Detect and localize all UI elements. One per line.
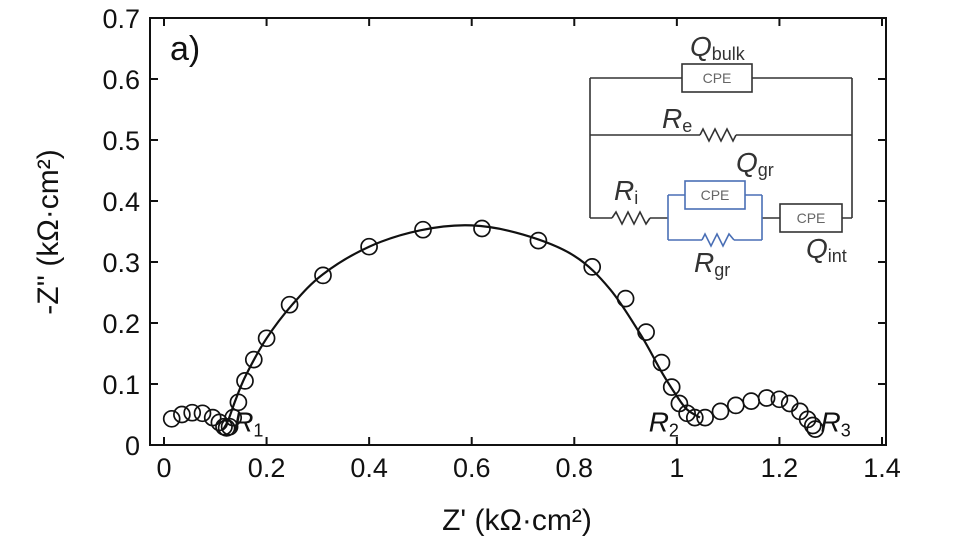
resistance-annotations: R1 R2 R3 <box>233 407 851 441</box>
data-point <box>662 378 681 396</box>
x-tick-label: 0.2 <box>248 453 286 483</box>
resistor-re <box>699 127 737 143</box>
data-point <box>780 394 799 413</box>
data-point <box>236 372 254 390</box>
x-tick-label: 0.6 <box>453 453 491 483</box>
data-point <box>685 408 704 427</box>
x-tick-label: 1.2 <box>761 453 799 483</box>
y-tick-label: 0.3 <box>102 248 140 278</box>
label-q-int: Qint <box>806 233 847 266</box>
label-q-gr: Qgr <box>736 147 774 180</box>
data-point <box>637 323 655 341</box>
y-tick-label: 0.1 <box>102 370 140 400</box>
fit-line-series <box>222 224 701 431</box>
cpe-q-int: CPE <box>779 203 843 233</box>
data-point <box>806 420 825 438</box>
cpe-q-gr: CPE <box>684 180 746 210</box>
x-tick-label: 0.8 <box>556 453 594 483</box>
data-point <box>757 389 776 407</box>
x-tick-label: 1.4 <box>863 453 901 483</box>
data-point <box>360 237 378 256</box>
panel-label: a) <box>170 30 200 68</box>
data-point <box>473 219 491 238</box>
label-r-i: Ri <box>614 175 638 208</box>
data-point <box>257 329 276 348</box>
x-tick-labels: 0 0.2 0.4 0.6 0.8 1 1.2 1.4 <box>156 453 900 483</box>
data-point <box>711 402 730 421</box>
data-point <box>616 289 635 308</box>
data-point <box>229 393 248 412</box>
circuit-wires <box>589 77 853 248</box>
resistor-rgr <box>701 232 735 248</box>
cpe-q-bulk: CPE <box>681 63 753 93</box>
data-point <box>803 416 822 435</box>
y-tick-label: 0.4 <box>102 187 140 217</box>
x-tick-label: 1 <box>669 453 684 483</box>
data-point <box>162 409 181 428</box>
annotation-r2: R2 <box>649 407 679 441</box>
data-point <box>726 396 745 415</box>
label-r-e: Re <box>662 103 692 136</box>
y-tick-label: 0.6 <box>102 65 140 95</box>
data-point <box>583 258 602 276</box>
data-point <box>220 417 239 436</box>
y-tick-label: 0 <box>125 431 140 461</box>
data-point <box>529 231 548 250</box>
axes <box>149 17 887 446</box>
data-point <box>183 403 202 422</box>
y-tick-label: 0.5 <box>102 126 140 156</box>
label-q-bulk: Qbulk <box>690 31 746 64</box>
data-point <box>244 350 263 369</box>
data-point <box>652 353 671 372</box>
x-tick-label: 0.4 <box>350 453 388 483</box>
data-point <box>224 408 243 427</box>
label-r-gr: Rgr <box>694 247 730 280</box>
data-point <box>414 220 432 239</box>
data-point <box>280 295 299 314</box>
plot-frame <box>149 17 887 446</box>
data-point <box>696 408 714 427</box>
wire-gr-branch <box>667 194 763 241</box>
measured-points-series <box>162 219 825 438</box>
y-tick-label: 0.2 <box>102 309 140 339</box>
data-point <box>742 392 761 410</box>
cpe-q-int-label: CPE <box>797 210 826 226</box>
x-axis-title: Z' (kΩ·cm²) <box>442 504 592 537</box>
equivalent-circuit-inset: CPE CPE CPE Qbulk Re Qgr Ri Rgr Qint <box>589 31 853 280</box>
cpe-q-gr-label: CPE <box>701 187 730 203</box>
resistor-ri <box>611 210 651 226</box>
data-point <box>314 266 332 285</box>
data-point <box>193 404 212 423</box>
data-point <box>770 390 789 409</box>
x-tick-label: 0 <box>156 453 171 483</box>
cpe-q-bulk-label: CPE <box>703 70 732 86</box>
annotation-r3: R3 <box>821 407 851 441</box>
tick-marks <box>150 17 886 446</box>
annotation-r1: R1 <box>233 407 263 441</box>
y-tick-label: 0.7 <box>102 4 140 34</box>
fit-line <box>222 224 701 431</box>
data-point <box>173 405 191 424</box>
y-axis-title: -Z'' (kΩ·cm²) <box>32 149 65 314</box>
y-tick-labels: 0 0.1 0.2 0.3 0.4 0.5 0.6 0.7 <box>102 4 140 461</box>
